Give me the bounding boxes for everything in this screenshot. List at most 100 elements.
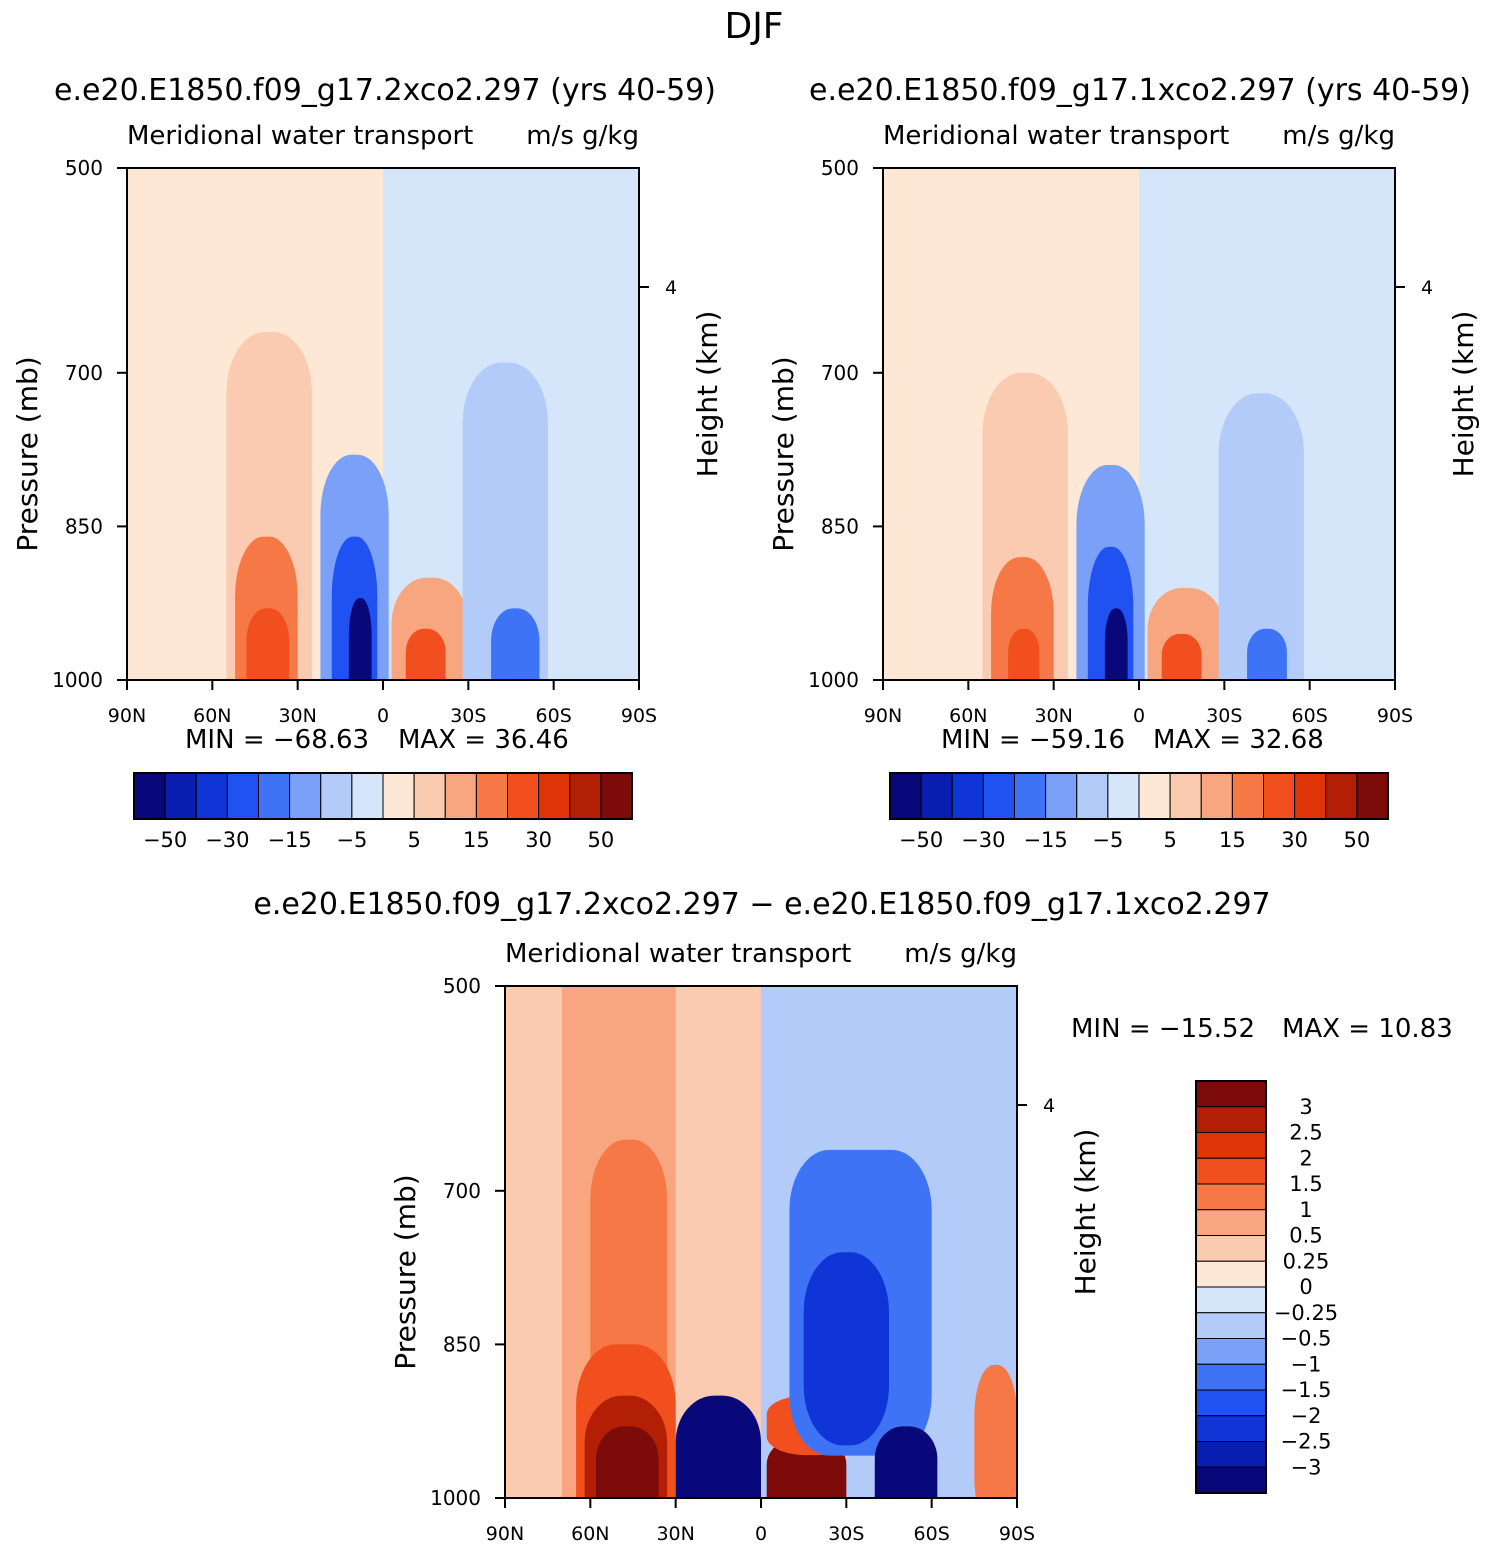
y-tick-label: 700 (65, 361, 103, 385)
colorbar-label: −0.25 (1274, 1301, 1338, 1325)
x-tick-label: 0 (377, 705, 389, 727)
y-tick-label: 850 (65, 514, 103, 538)
colorbar-label: 2.5 (1289, 1121, 1322, 1145)
x-tick-label: 60N (949, 705, 987, 727)
chart-title: e.e20.E1850.f09_g17.1xco2.297 (yrs 40-59… (809, 73, 1471, 108)
colorbar-label: −15 (1023, 828, 1067, 852)
colorbar-swatch (1169, 772, 1202, 820)
y-tick-label: 1000 (430, 1486, 481, 1510)
colorbar-label: 1.5 (1289, 1172, 1322, 1196)
contour-region (405, 628, 446, 680)
colorbar-label: 3 (1299, 1095, 1312, 1119)
colorbar-label: 50 (588, 828, 615, 852)
contour-region (246, 608, 290, 680)
y-tick-label: 500 (65, 156, 103, 180)
colorbar-swatch (1195, 1183, 1267, 1211)
colorbar-label: −5 (336, 828, 367, 852)
contour-region (1008, 628, 1040, 680)
colorbar-swatch (1195, 1312, 1267, 1339)
colorbar-swatch (1076, 772, 1109, 820)
colorbar-swatch (1014, 772, 1047, 820)
colorbar-label: −1 (1291, 1352, 1322, 1376)
y-axis-right-label: Height (km) (1069, 1129, 1102, 1296)
colorbar-label: 1 (1299, 1198, 1312, 1222)
chart-subtitle-left: Meridional water transport (883, 121, 1229, 151)
colorbar-swatch (475, 772, 508, 820)
contour-region (982, 372, 1068, 680)
colorbar-swatch (1195, 1415, 1267, 1442)
chart-subtitle-right: m/s g/kg (1282, 121, 1395, 151)
min-label: MIN = −68.63 (185, 725, 369, 755)
colorbar-label: 2 (1299, 1146, 1312, 1170)
colorbar-label: 30 (525, 828, 552, 852)
colorbar-swatch (1195, 1441, 1267, 1468)
chart-title: e.e20.E1850.f09_g17.2xco2.297 − e.e20.E1… (253, 887, 1270, 922)
colorbar-frame (133, 772, 633, 820)
contour-region (462, 362, 548, 680)
colorbar-label: 5 (1163, 828, 1176, 852)
x-tick-label: 30S (450, 705, 486, 727)
x-tick-label: 60S (536, 705, 572, 727)
contour-region (1218, 393, 1304, 680)
colorbar-label: 0 (1299, 1275, 1312, 1299)
contour-region (874, 1426, 938, 1498)
colorbar-label: 50 (1344, 828, 1371, 852)
max-label: MAX = 36.46 (398, 725, 569, 755)
y-axis-label: Pressure (mb) (389, 1174, 422, 1369)
x-tick-label: 30N (1034, 705, 1072, 727)
y-axis-right-label: Height (km) (691, 311, 724, 478)
x-tick-label: 30N (656, 1523, 694, 1545)
colorbar-swatch (889, 772, 922, 820)
max-label: MAX = 32.68 (1153, 725, 1324, 755)
contour-region (491, 608, 540, 680)
chart-subtitle-left: Meridional water transport (505, 939, 851, 969)
colorbar-swatch (164, 772, 197, 820)
colorbar-swatch (1195, 1389, 1267, 1417)
colorbar-label: −50 (143, 828, 187, 852)
colorbar-swatch (951, 772, 984, 820)
colorbar-swatch (1263, 772, 1296, 820)
colorbar-swatch (1195, 1260, 1267, 1288)
chart-p2: e.e20.E1850.f09_g17.1xco2.297 (yrs 40-59… (767, 73, 1480, 852)
colorbar-swatch (1356, 772, 1389, 820)
contour-region (596, 1426, 659, 1498)
height-tick-label: 4 (665, 277, 677, 299)
colorbar-swatch (289, 772, 322, 820)
colorbar-swatch (1045, 772, 1078, 820)
colorbar-swatch (1200, 772, 1233, 820)
colorbar-swatch (1195, 1338, 1267, 1365)
colorbar-swatch (1195, 1132, 1267, 1159)
colorbar-label: 5 (407, 828, 420, 852)
colorbar-swatch (1195, 1157, 1267, 1185)
colorbar-label: −3 (1291, 1455, 1322, 1479)
x-tick-label: 90N (108, 705, 146, 727)
colorbar-label: −15 (267, 828, 311, 852)
y-axis-label: Pressure (mb) (11, 356, 44, 551)
colorbar-swatch (600, 772, 633, 820)
colorbar-label: 15 (463, 828, 490, 852)
field-p2 (883, 168, 1395, 680)
colorbar-label: −50 (899, 828, 943, 852)
colorbar-swatch (1195, 1466, 1267, 1494)
colorbar-swatch (982, 772, 1015, 820)
x-tick-label: 60S (1292, 705, 1328, 727)
colorbar-label: −0.5 (1281, 1327, 1332, 1351)
contour-region (974, 1364, 1017, 1498)
chart-subtitle-left: Meridional water transport (127, 121, 473, 151)
x-tick-label: 30S (828, 1523, 864, 1545)
colorbar-swatch (920, 772, 953, 820)
colorbar-label: 0.5 (1289, 1224, 1322, 1248)
colorbar-swatch (1138, 772, 1171, 820)
colorbar-swatch (1195, 1235, 1267, 1262)
colorbar-swatch (1195, 1080, 1267, 1108)
colorbar-label: −30 (205, 828, 249, 852)
y-tick-label: 850 (821, 514, 859, 538)
x-tick-label: 60N (571, 1523, 609, 1545)
height-tick-label: 4 (1421, 277, 1433, 299)
contour-region (675, 1395, 761, 1498)
x-tick-label: 0 (1133, 705, 1145, 727)
contour-region (1161, 633, 1202, 680)
x-tick-label: 90N (864, 705, 902, 727)
chart-p1: e.e20.E1850.f09_g17.2xco2.297 (yrs 40-59… (11, 73, 724, 852)
